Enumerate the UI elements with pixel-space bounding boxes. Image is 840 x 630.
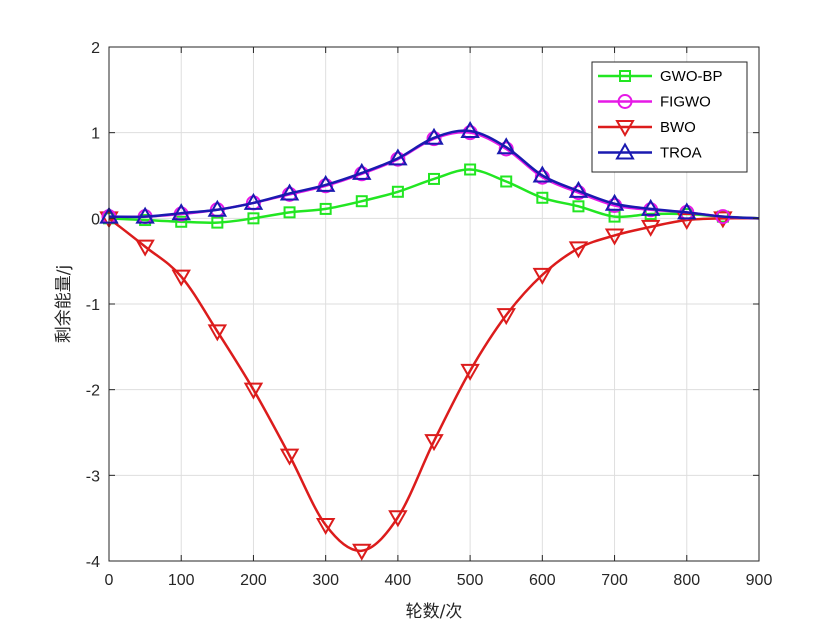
data-point-marker <box>532 165 553 183</box>
x-tick-label: 900 <box>746 572 773 589</box>
data-point-marker <box>315 518 336 536</box>
data-point-marker <box>352 543 372 561</box>
x-tick-label: 400 <box>385 572 412 589</box>
data-point-marker <box>390 151 406 167</box>
series-line-troa <box>108 129 760 220</box>
data-point-marker <box>568 180 589 198</box>
legend-entry: BWO <box>598 119 696 138</box>
series-line-bwo <box>108 216 760 552</box>
x-tick-label: 700 <box>601 572 628 589</box>
data-point-marker <box>388 148 408 166</box>
data-point-marker <box>713 211 733 229</box>
data-point-marker <box>572 200 585 213</box>
data-point-marker <box>568 241 589 259</box>
legend-marker <box>617 94 633 109</box>
y-tick-label: -2 <box>86 383 100 400</box>
x-tick-label: 800 <box>673 572 700 589</box>
legend-label: TROA <box>660 145 702 162</box>
data-point-marker <box>315 174 336 192</box>
y-tick-label: -1 <box>86 297 100 314</box>
series-group <box>99 120 760 561</box>
series-troa <box>99 120 760 224</box>
data-point-marker <box>677 213 697 231</box>
x-tick-label: 100 <box>168 572 195 589</box>
series-bwo <box>99 211 760 561</box>
data-point-marker <box>532 267 553 285</box>
legend-label: FIGWO <box>660 94 711 111</box>
data-point-marker <box>283 206 296 219</box>
legend-marker <box>615 120 635 138</box>
x-tick-label: 500 <box>457 572 484 589</box>
data-point-marker <box>135 239 155 257</box>
x-axis-label: 轮数/次 <box>406 602 463 622</box>
data-point-marker <box>424 434 444 452</box>
data-point-marker <box>243 192 264 210</box>
data-point-marker <box>428 172 440 185</box>
data-point-marker <box>536 191 549 204</box>
data-point-marker <box>604 193 625 211</box>
data-point-marker <box>207 324 228 342</box>
data-point-marker <box>171 269 191 287</box>
data-point-marker <box>243 382 264 400</box>
y-tick-label: 0 <box>91 211 100 228</box>
data-point-marker <box>391 185 404 198</box>
data-point-marker <box>171 203 191 221</box>
data-point-marker <box>500 175 513 188</box>
data-point-marker <box>464 163 477 176</box>
y-tick-label: 2 <box>91 40 100 57</box>
data-point-marker <box>211 216 224 229</box>
data-point-marker <box>352 162 372 180</box>
data-point-marker <box>175 215 188 228</box>
y-tick-label: -4 <box>86 554 100 571</box>
data-point-marker <box>640 198 661 216</box>
y-tick-label: 1 <box>91 126 100 143</box>
data-point-marker <box>354 166 370 182</box>
data-point-marker <box>135 206 155 224</box>
data-point-marker <box>424 127 444 145</box>
data-point-marker <box>207 199 228 217</box>
x-tick-label: 0 <box>105 572 114 589</box>
legend-marker <box>615 142 635 160</box>
y-tick-label: -3 <box>86 468 100 485</box>
legend-marker <box>619 70 631 82</box>
axis-ticks: 0 100 200 300 400 500 600 700 800 900 -4 -3 -2 -1 0 1 2 <box>86 40 773 589</box>
y-axis-label: 剩余能量/j <box>54 265 74 343</box>
legend-label: BWO <box>660 119 696 136</box>
x-tick-label: 300 <box>312 572 339 589</box>
legend-entry: TROA <box>598 142 702 162</box>
data-point-marker <box>247 212 260 225</box>
data-point-marker <box>496 308 516 326</box>
data-point-marker <box>604 228 625 246</box>
data-point-marker <box>279 183 300 201</box>
data-point-marker <box>319 202 332 215</box>
legend: GWO-BP FIGWO BWO TROA <box>591 61 748 173</box>
data-point-marker <box>426 131 442 147</box>
data-point-marker <box>460 120 480 138</box>
data-point-marker <box>460 363 480 381</box>
data-point-marker <box>496 137 516 155</box>
x-tick-label: 200 <box>240 572 267 589</box>
legend-label: GWO-BP <box>660 68 723 85</box>
legend-entry: GWO-BP <box>598 68 723 85</box>
data-point-marker <box>279 448 300 466</box>
legend-entry: FIGWO <box>598 94 711 111</box>
x-tick-label: 600 <box>529 572 556 589</box>
data-point-marker <box>640 219 661 237</box>
data-point-marker <box>388 510 408 528</box>
data-point-marker <box>355 195 368 208</box>
data-point-marker <box>677 202 697 220</box>
